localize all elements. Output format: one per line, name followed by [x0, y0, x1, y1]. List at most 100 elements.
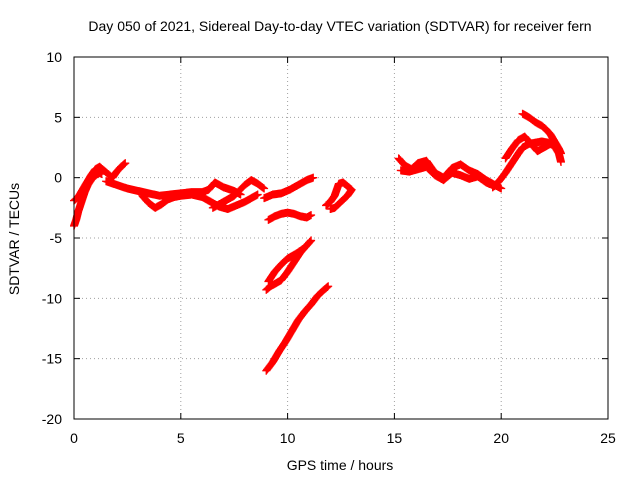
x-tick-label: 15 — [387, 430, 403, 446]
data-point — [408, 170, 411, 173]
data-point — [325, 204, 327, 207]
data-point — [273, 283, 276, 285]
data-point — [540, 124, 543, 127]
data-point — [115, 170, 118, 173]
x-tick-label: 0 — [70, 430, 78, 446]
data-point — [235, 204, 238, 207]
data-point — [271, 361, 274, 364]
y-tick-label: -15 — [42, 351, 62, 367]
data-point — [250, 197, 253, 199]
data-point — [523, 135, 526, 138]
data-point — [468, 169, 470, 172]
series-arc-9-11-loop — [262, 236, 316, 294]
data-point — [233, 194, 235, 197]
data-point — [549, 133, 552, 136]
series-markers — [264, 208, 316, 224]
data-point — [98, 172, 101, 174]
data-point — [120, 166, 122, 168]
data-point — [98, 166, 101, 168]
data-point — [107, 173, 109, 175]
data-point — [306, 179, 308, 181]
y-tick-label: 5 — [54, 109, 62, 125]
data-point — [173, 196, 176, 198]
series-arc-9-12-deep — [262, 282, 333, 375]
data-point — [244, 201, 246, 203]
data-point — [256, 193, 259, 196]
data-point — [468, 178, 470, 180]
data-point — [434, 174, 436, 177]
data-point — [126, 187, 129, 190]
data-point — [485, 181, 488, 184]
data-point — [286, 211, 289, 214]
series-markers — [70, 159, 130, 205]
data-point — [329, 201, 332, 203]
data-point — [137, 190, 139, 192]
data-point — [310, 214, 312, 216]
data-point — [517, 152, 520, 155]
data-point — [291, 330, 293, 332]
data-point — [154, 207, 156, 209]
data-point — [558, 147, 560, 150]
series-arc-15-20-lower — [396, 162, 499, 191]
data-point — [425, 166, 428, 168]
data-point — [451, 167, 453, 169]
series-arc-9-11-middle — [264, 208, 316, 224]
data-point — [310, 239, 312, 242]
data-point — [265, 289, 268, 291]
data-point — [265, 369, 268, 372]
data-point — [280, 213, 282, 215]
y-tick-label: 0 — [54, 170, 62, 186]
data-point — [297, 319, 300, 321]
data-point — [212, 207, 214, 209]
data-point — [346, 194, 349, 197]
data-point — [280, 192, 282, 195]
data-point — [517, 139, 520, 142]
data-point — [560, 161, 562, 163]
data-point — [90, 174, 92, 177]
x-tick-label: 25 — [600, 430, 616, 446]
data-point — [316, 295, 319, 297]
x-tick-label: 20 — [493, 430, 509, 446]
data-point — [239, 193, 242, 196]
data-point — [528, 116, 530, 119]
x-tick-label: 10 — [280, 430, 296, 446]
data-point — [303, 246, 306, 249]
data-point — [271, 193, 274, 196]
data-point — [201, 191, 203, 193]
y-tick-label: -20 — [42, 411, 62, 427]
data-point — [299, 251, 302, 254]
x-tick-label: 5 — [177, 430, 185, 446]
data-point — [350, 188, 353, 191]
data-point — [222, 186, 225, 189]
data-point — [340, 201, 342, 203]
data-point — [147, 192, 150, 195]
data-point — [511, 162, 513, 164]
grid — [74, 57, 608, 419]
data-point — [504, 172, 507, 174]
data-point — [284, 340, 287, 343]
axis-ticks: 0 5 10 15 20 25 -20 -15 -10 -5 0 5 10 — [42, 49, 616, 446]
data-point — [96, 173, 99, 175]
data-point — [306, 216, 308, 219]
data-point — [306, 244, 308, 247]
data-point — [329, 208, 332, 210]
data-point — [226, 208, 229, 210]
data-point — [81, 188, 84, 191]
data-point — [158, 194, 161, 197]
data-point — [286, 257, 289, 260]
data-point — [105, 180, 107, 183]
series-arc-main-upper — [70, 159, 130, 205]
data-point — [256, 182, 259, 185]
data-point — [342, 181, 344, 184]
data-point — [553, 140, 556, 143]
data-point — [451, 172, 453, 174]
data-point — [180, 194, 182, 197]
data-point — [293, 213, 295, 215]
series-arc-12-13 — [322, 178, 356, 214]
data-point — [209, 201, 212, 203]
data-point — [549, 143, 552, 145]
data-point — [530, 143, 532, 145]
data-point — [94, 168, 97, 171]
data-point — [280, 263, 282, 266]
series-arc-21-23-high — [518, 109, 566, 158]
